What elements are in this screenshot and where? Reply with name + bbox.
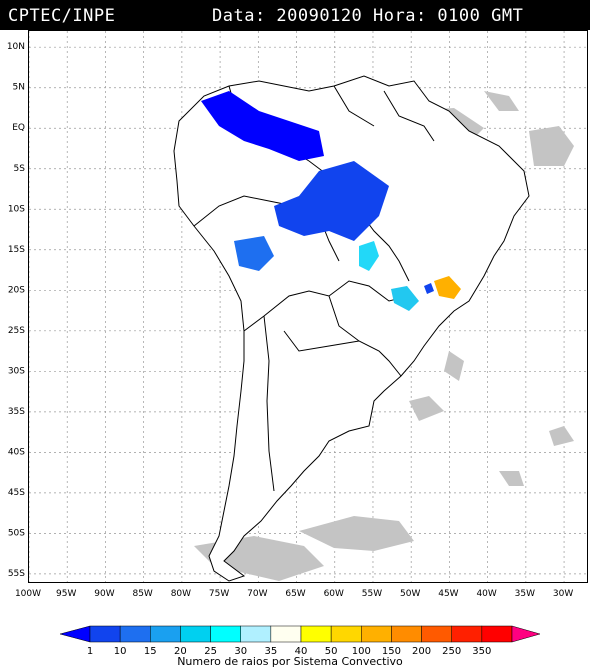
continent-outline — [173, 75, 530, 582]
lon-label: 85W — [132, 589, 152, 599]
colorbar: 1 10 15 20 25 30 35 40 50 100 150 200 250 350 Numero … — [59, 625, 541, 668]
header-bar: CPTEC/INPE Data: 20090120 Hora: 0100 GMT — [0, 0, 590, 30]
colorbar-tick: 1 — [87, 646, 93, 657]
header-datetime: Data: 20090120 Hora: 0100 GMT — [212, 6, 524, 26]
lat-label: 5N — [13, 83, 25, 93]
lon-label: 45W — [438, 589, 458, 599]
colorbar-swatch — [150, 625, 181, 643]
storm-small-1 — [424, 283, 434, 294]
colorbar-swatches — [59, 625, 541, 643]
lat-label: 15S — [8, 245, 25, 255]
lon-label: 50W — [400, 589, 420, 599]
storm-amazon-north — [201, 91, 324, 161]
colorbar-tick: 150 — [382, 646, 401, 657]
colorbar-tick: 250 — [442, 646, 461, 657]
colorbar-swatch — [180, 625, 211, 643]
colorbar-swatch — [361, 625, 392, 643]
lon-label: 100W — [15, 589, 41, 599]
lon-label: 60W — [324, 589, 344, 599]
colorbar-swatch — [300, 625, 332, 643]
lat-label: 10S — [8, 204, 25, 214]
colorbar-tick: 50 — [325, 646, 338, 657]
lat-label: 55S — [8, 569, 25, 579]
longitude-axis: 100W 95W 90W 85W 80W 75W 70W 65W 60W 55W 50W 45W 40W… — [15, 589, 573, 599]
lat-label: 45S — [8, 488, 25, 498]
lon-label: 70W — [247, 589, 267, 599]
colorbar-swatch — [270, 625, 302, 643]
lon-label: 90W — [94, 589, 114, 599]
lon-label: 80W — [171, 589, 191, 599]
storm-central-brazil — [274, 161, 389, 241]
colorbar-arrow-left — [59, 625, 91, 643]
lon-label: 40W — [476, 589, 496, 599]
colorbar-tick: 25 — [204, 646, 217, 657]
colorbar-tick: 30 — [234, 646, 247, 657]
convective-systems — [201, 91, 461, 311]
colorbar-swatch — [119, 625, 151, 643]
lat-label: 40S — [8, 447, 25, 457]
lat-label: 5S — [14, 164, 26, 174]
map-frame — [28, 30, 588, 583]
lon-label: 30W — [553, 589, 573, 599]
lat-label: EQ — [12, 123, 25, 133]
colorbar-tick: 40 — [295, 646, 308, 657]
colorbar-tick: 200 — [412, 646, 431, 657]
lon-label: 55W — [362, 589, 382, 599]
lon-label: 35W — [515, 589, 535, 599]
colorbar-swatch — [210, 625, 241, 643]
lon-label: 95W — [56, 589, 76, 599]
lon-label: 65W — [285, 589, 305, 599]
colorbar-title: Numero de raios por Sistema Convectivo — [177, 655, 403, 668]
storm-minas-gerais — [434, 276, 461, 299]
storm-parana — [391, 286, 419, 311]
colorbar-swatch — [481, 625, 513, 643]
colorbar-tick: 350 — [472, 646, 491, 657]
colorbar-swatch — [451, 625, 483, 643]
storm-bolivia — [234, 236, 274, 271]
colorbar-swatch — [240, 625, 272, 643]
colorbar-tick: 15 — [144, 646, 157, 657]
latitude-axis: 10N 5N EQ 5S 10S 15S 20S 25S 30S 35S 40S 45S 50S 55S — [7, 42, 26, 579]
storm-goias — [359, 241, 379, 271]
lat-label: 10N — [7, 42, 25, 52]
header-source: CPTEC/INPE — [8, 6, 116, 26]
colorbar-swatch — [421, 625, 452, 643]
lat-label: 35S — [8, 407, 25, 417]
colorbar-tick: 35 — [264, 646, 277, 657]
colorbar-arrow-right — [511, 625, 541, 643]
map-canvas — [28, 31, 587, 582]
lat-label: 25S — [8, 326, 25, 336]
lat-label: 20S — [8, 285, 25, 295]
lat-label: 30S — [8, 366, 25, 376]
colorbar-swatch — [89, 625, 121, 643]
lat-label: 50S — [8, 528, 25, 538]
colorbar-swatch — [330, 625, 362, 643]
colorbar-tick-labels: 1 10 15 20 25 30 35 40 50 100 150 200 250 350 — [87, 646, 492, 657]
colorbar-swatch — [391, 625, 422, 643]
lon-label: 75W — [209, 589, 229, 599]
colorbar-tick: 100 — [352, 646, 371, 657]
colorbar-tick: 20 — [174, 646, 187, 657]
colorbar-tick: 10 — [114, 646, 127, 657]
